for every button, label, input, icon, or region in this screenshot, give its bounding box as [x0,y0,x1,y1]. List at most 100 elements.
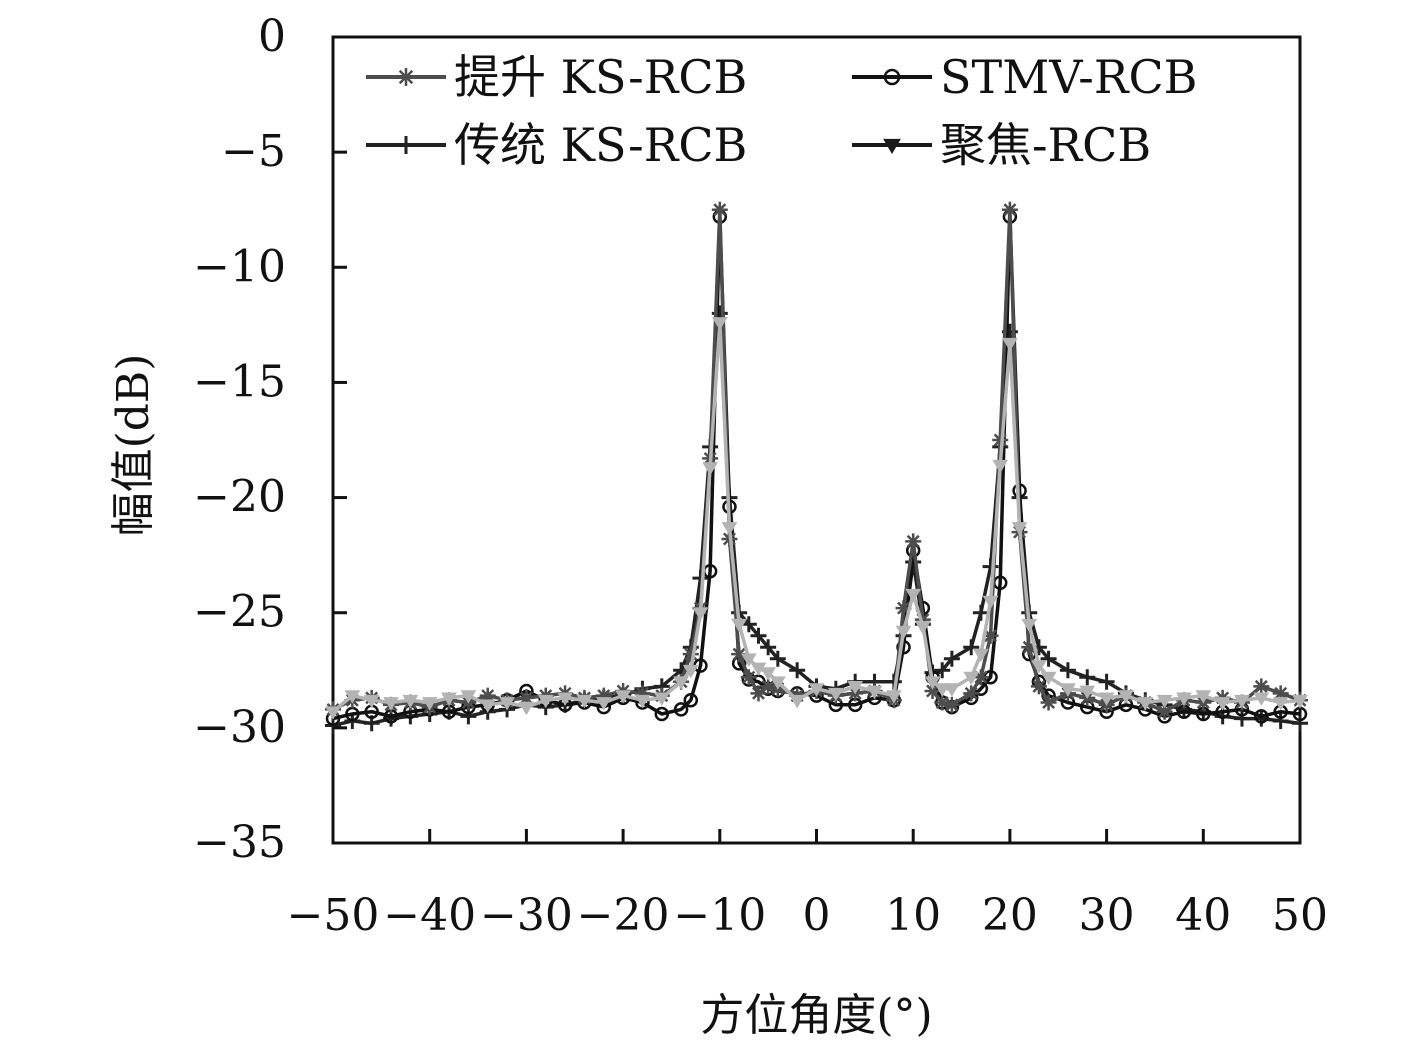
data-point [808,683,825,697]
data-point [992,432,1009,448]
data-point [711,201,728,218]
series-2 [325,209,1308,726]
data-point [789,694,806,709]
data-point [905,533,922,550]
y-tick-label: −10 [193,241,286,292]
x-axis-label: 方位角度(°) [700,990,932,1041]
y-tick-label: −25 [193,587,286,638]
data-point [895,600,912,617]
legend-item: 提升 KS-RCB [366,50,747,104]
data-point [595,687,612,704]
data-point [460,708,477,725]
data-point [963,639,980,656]
data-point [1272,697,1289,711]
data-point [972,669,989,686]
series-4 [325,317,1308,720]
data-point [963,685,980,702]
data-point [750,627,767,644]
y-tick-label: −5 [221,126,286,177]
x-tick-label: 50 [1272,890,1328,941]
y-tick-label: −15 [193,356,286,407]
data-point [460,690,477,704]
data-point [702,462,719,476]
data-point [769,650,786,667]
data-point [760,639,777,656]
x-tick-label: −10 [673,890,766,941]
axis-ticks: −50 −40 −30 −20 −10 0 10 20 30 40 500−5−10−15−20−2… [193,11,1328,941]
data-point [914,621,931,635]
data-point [1001,201,1018,218]
data-point [441,692,457,706]
data-point [576,694,593,709]
data-point [924,683,941,700]
data-point [1031,660,1047,674]
data-point [711,317,728,331]
data-point [537,694,554,709]
data-point [634,694,651,709]
y-tick-label: 0 [258,11,286,62]
data-point [1195,690,1212,704]
data-point [944,683,960,697]
data-point [934,694,951,711]
data-point [397,68,415,86]
data-point [1030,678,1047,695]
data-point [750,685,767,702]
data-point [1040,650,1057,667]
data-point [634,685,651,702]
data-point [866,685,883,699]
data-point [982,558,999,575]
data-point [731,618,748,633]
data-point [963,671,980,686]
data-point [1098,673,1115,690]
data-point [1292,694,1308,709]
x-tick-label: 0 [803,890,831,941]
data-point [740,669,757,686]
legend-item: 聚焦-RCB [852,118,1151,172]
data-point [1098,692,1115,706]
x-tick-label: −30 [480,890,573,941]
data-point [1002,337,1018,352]
data-point [769,676,786,690]
data-point [1040,694,1057,711]
data-point [518,701,535,716]
data-point [1059,662,1076,679]
data-point [1176,692,1192,706]
data-point [1156,694,1173,709]
data-point [682,664,699,679]
y-axis-label: 幅值(dB) [108,354,159,537]
data-point [760,667,777,681]
y-tick-label: −20 [193,472,286,523]
series-line [331,320,1301,714]
data-point [1137,697,1154,711]
x-tick-label: 30 [1079,890,1135,941]
data-point [479,699,496,713]
series-1 [325,201,1308,720]
data-point [740,653,757,667]
x-tick-label: −40 [383,890,476,941]
series-3 [325,305,1308,734]
data-point [934,662,951,679]
legend-label: 传统 KS-RCB [454,118,747,172]
data-point [943,696,960,713]
data-point [721,522,738,536]
data-point [615,690,631,704]
legend-label: STMV-RCB [940,50,1197,104]
data-point [982,595,999,610]
data-point [789,662,806,679]
data-point [883,138,901,154]
data-point [1079,685,1096,699]
data-point [363,694,380,709]
data-point [1253,692,1270,706]
data-point [992,459,1009,474]
data-point [692,607,709,621]
data-point [397,136,415,154]
data-point [325,706,341,720]
data-point [683,692,699,708]
legend: 提升 KS-RCB STMV-RCB 传统 KS-RCB 聚焦-RCB [366,50,1197,172]
data-point [1292,715,1308,732]
series-line [332,207,1301,714]
y-tick-label: −35 [193,817,286,868]
data-point [673,676,689,690]
data-point [1254,709,1269,724]
